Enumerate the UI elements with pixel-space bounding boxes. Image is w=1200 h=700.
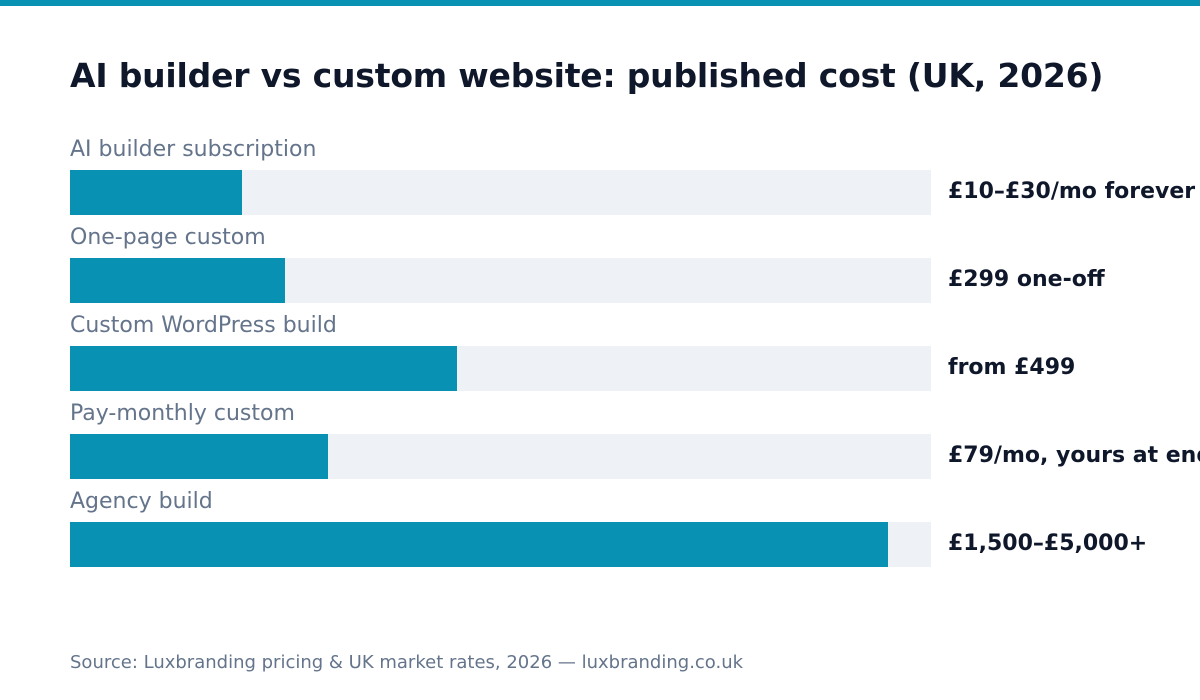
value-label: £1,500–£5,000+ xyxy=(948,531,1148,556)
value-label: from £499 xyxy=(948,355,1076,380)
top-accent-stripe xyxy=(0,0,1200,6)
chart-title: AI builder vs custom website: published … xyxy=(70,56,1104,95)
bar xyxy=(70,434,328,479)
value-label: £79/mo, yours at end xyxy=(948,443,1200,468)
bar-track xyxy=(70,346,931,391)
category-label: AI builder subscription xyxy=(70,137,317,162)
bar-track xyxy=(70,170,931,215)
value-label: £10–£30/mo forever xyxy=(948,179,1196,204)
value-label: £299 one-off xyxy=(948,267,1105,292)
bar-track xyxy=(70,522,931,567)
bar-track xyxy=(70,258,931,303)
bar xyxy=(70,346,457,391)
bar xyxy=(70,258,285,303)
source-note: Source: Luxbranding pricing & UK market … xyxy=(70,652,744,673)
bar xyxy=(70,170,242,215)
category-label: Agency build xyxy=(70,489,213,514)
category-label: One-page custom xyxy=(70,225,266,250)
category-label: Pay-monthly custom xyxy=(70,401,295,426)
bar xyxy=(70,522,888,567)
bar-track xyxy=(70,434,931,479)
category-label: Custom WordPress build xyxy=(70,313,337,338)
